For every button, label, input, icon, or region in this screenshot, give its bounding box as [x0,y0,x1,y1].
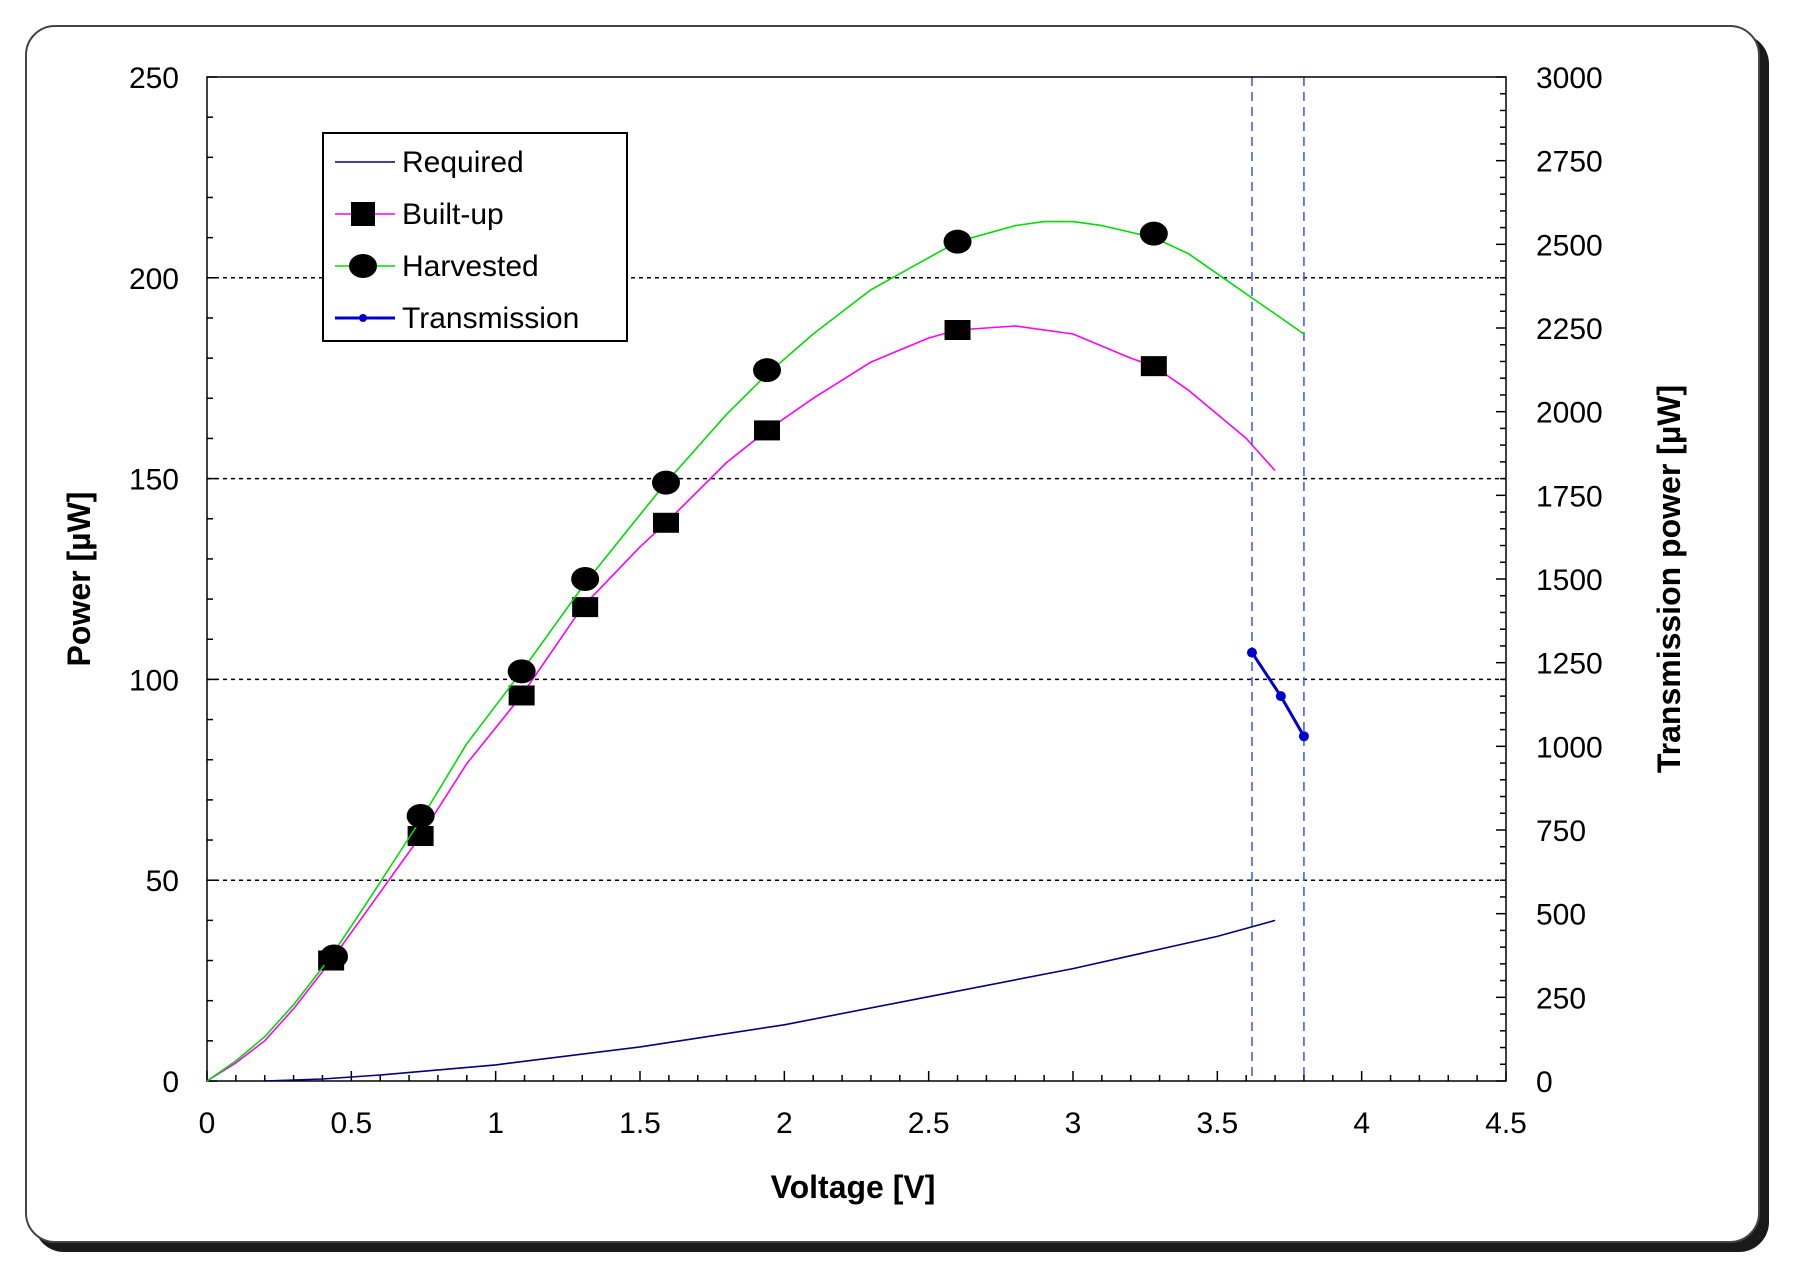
x-tick-label: 0.5 [330,1107,372,1140]
transmission-point [1298,731,1309,742]
tick-labels: 0501001502002500250500750100012501500175… [129,62,1603,1140]
builtup-point [572,597,599,618]
y-tick-label: 100 [129,664,179,697]
legend-transmission-marker [359,314,367,322]
builtup-point [508,685,535,706]
y2-tick-label: 250 [1536,982,1586,1015]
legend-label-harvested: Harvested [402,250,539,283]
harvested-point [571,567,600,591]
harvested-point [507,659,536,684]
y2-tick-label: 3000 [1536,62,1603,95]
y2-tick-label: 1750 [1536,480,1603,513]
x-tick-label: 0 [199,1107,216,1140]
legend-label-required: Required [402,146,524,179]
x-tick-label: 4 [1353,1107,1370,1140]
y2-tick-label: 500 [1536,899,1586,932]
y-tick-label: 200 [129,263,179,296]
series-line-required [264,919,1276,1082]
harvested-point [651,470,680,495]
series [206,220,1309,1082]
y2-tick-label: 1500 [1536,564,1603,597]
legend-box [322,132,628,342]
x-axis-title: Voltage [V] [771,1169,936,1205]
x-tick-label: 1 [487,1107,504,1140]
y-tick-label: 150 [129,464,179,497]
transmission-point [1246,647,1257,658]
legend: Required Built-up Harvested Transmission [322,132,628,342]
builtup-point [652,512,679,533]
y-tick-label: 250 [129,62,179,95]
harvested-point [406,803,435,828]
x-tick-label: 2 [776,1107,793,1140]
y2-tick-label: 2750 [1536,146,1603,179]
y2-tick-label: 2000 [1536,397,1603,430]
vertical-markers [1251,77,1305,1081]
x-tick-label: 1.5 [619,1107,661,1140]
series-line-harvested [206,220,1305,1082]
transmission-point [1275,691,1286,702]
builtup-point [754,420,781,441]
harvested-point [943,229,972,254]
x-tick-label: 3 [1065,1107,1082,1140]
legend-label-builtup: Built-up [402,198,504,231]
legend-label-transmission: Transmission [402,302,579,335]
harvested-point [753,358,782,383]
y2-axis-title: Transmission power [µW] [1651,385,1687,773]
legend-harvested-marker [349,254,377,278]
y2-tick-label: 1250 [1536,648,1603,681]
y2-tick-label: 2250 [1536,313,1603,346]
y2-tick-label: 750 [1536,815,1586,848]
builtup-point [944,320,971,341]
x-tick-label: 3.5 [1196,1107,1238,1140]
y-axis-title: Power [µW] [61,492,97,667]
grid [207,77,1506,1081]
y2-tick-label: 1000 [1536,731,1603,764]
y-tick-label: 0 [162,1066,179,1099]
harvested-point [320,944,349,969]
y2-tick-label: 0 [1536,1066,1553,1099]
y2-tick-label: 2500 [1536,229,1603,262]
builtup-point [407,826,434,847]
y-tick-label: 50 [146,865,179,898]
builtup-point [1140,356,1167,377]
harvested-point [1139,221,1168,246]
axes [206,76,1507,1082]
legend-builtup-marker [351,202,375,226]
x-tick-label: 2.5 [908,1107,950,1140]
x-tick-label: 4.5 [1485,1107,1527,1140]
